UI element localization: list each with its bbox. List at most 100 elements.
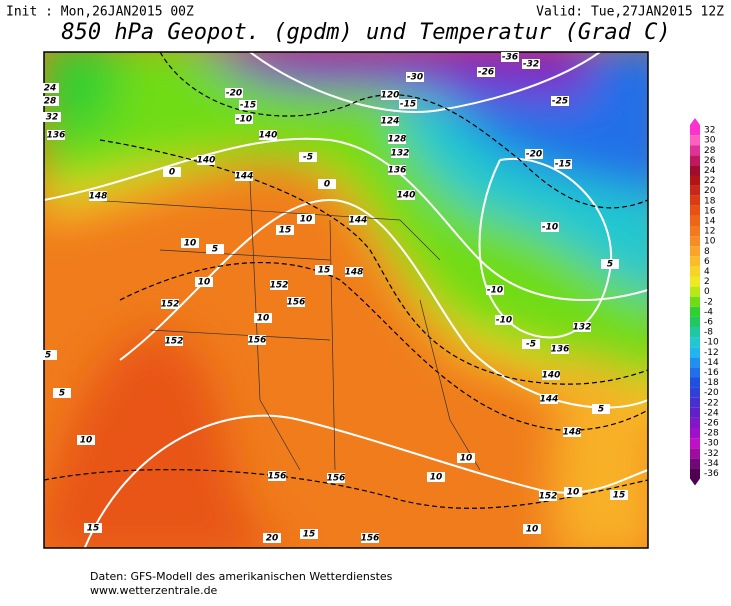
scale-swatch: [690, 226, 700, 237]
scale-swatch: [690, 306, 700, 317]
scale-label: -30: [704, 439, 719, 449]
label-box: [523, 524, 541, 534]
scale-label: -24: [704, 408, 719, 418]
scale-label: 32: [704, 126, 715, 136]
scale-swatch: [690, 195, 700, 206]
label-box: [573, 322, 591, 332]
label-box: [391, 148, 409, 158]
label-box: [268, 471, 286, 481]
contour-label: 128: [388, 135, 407, 145]
label-box: [486, 285, 504, 295]
label-box: [542, 370, 560, 380]
contour-label: 136: [551, 345, 570, 355]
contour-label: 148: [345, 268, 364, 278]
contour-label: -15: [400, 100, 416, 110]
contour-label: -32: [523, 60, 539, 70]
contour-label: 5: [212, 245, 218, 255]
scale-swatch: [690, 468, 700, 479]
scale-swatch: [690, 155, 700, 166]
scale-swatch: [690, 276, 700, 287]
contour-label: -26: [478, 68, 494, 78]
scale-swatch: [690, 266, 700, 277]
scale-label: -6: [704, 317, 713, 327]
scale-swatch: [690, 135, 700, 146]
scale-label: 10: [704, 237, 716, 247]
scale-label: -36: [704, 469, 719, 479]
contour-label: 10: [184, 239, 197, 249]
label-box: [197, 155, 215, 165]
scale-swatch: [690, 337, 700, 348]
scale-swatch: [690, 417, 700, 428]
label-box: [195, 277, 213, 287]
contour-label: -10: [542, 223, 558, 233]
label-box: [388, 134, 406, 144]
label-box: [300, 529, 318, 539]
scale-swatch: [690, 316, 700, 327]
scale-label: -8: [704, 328, 713, 338]
label-box: [206, 244, 224, 254]
contour-label: -36: [502, 53, 518, 63]
scale-label: 12: [704, 227, 715, 237]
scale-label: -2: [704, 297, 713, 307]
scale-label: -34: [704, 459, 719, 469]
contour-label: 24: [44, 84, 57, 94]
scale-label: 28: [704, 146, 716, 156]
scale-swatch: [690, 296, 700, 307]
scale-label: 24: [704, 166, 716, 176]
label-box: [315, 265, 333, 275]
label-box: [522, 339, 540, 349]
label-box: [299, 152, 317, 162]
label-box: [318, 179, 336, 189]
label-box: [564, 487, 582, 497]
contour-label: 10: [198, 278, 211, 288]
label-box: [225, 88, 243, 98]
label-box: [77, 435, 95, 445]
scale-label: -10: [704, 338, 719, 348]
contour-label: 10: [526, 525, 539, 535]
scale-label: 0: [704, 287, 710, 297]
label-box: [181, 238, 199, 248]
contour-label: 0: [169, 168, 175, 178]
scale-swatch: [690, 175, 700, 186]
contour-label: 5: [45, 351, 51, 361]
label-box: [495, 315, 513, 325]
scale-top-arrow: [690, 118, 700, 125]
scale-swatch: [690, 205, 700, 216]
label-box: [381, 116, 399, 126]
label-box: [539, 491, 557, 501]
scale-label: 6: [704, 257, 710, 267]
contour-label: 140: [259, 131, 278, 141]
contour-label: 140: [197, 156, 216, 166]
contour-label: -10: [236, 115, 252, 125]
scale-swatch: [690, 246, 700, 257]
label-box: [349, 215, 367, 225]
scale-swatch: [690, 347, 700, 358]
label-box: [457, 453, 475, 463]
contour-label: 144: [349, 216, 368, 226]
scale-label: -28: [704, 429, 719, 439]
scale-label: -18: [704, 378, 719, 388]
scale-label: -4: [704, 307, 713, 317]
label-box: [41, 96, 59, 106]
label-box: [254, 313, 272, 323]
contour-label: 156: [268, 472, 287, 482]
contour-label: 10: [460, 454, 473, 464]
label-box: [297, 214, 315, 224]
scale-swatch: [690, 185, 700, 196]
contour-label: 156: [361, 534, 380, 544]
label-box: [276, 225, 294, 235]
scale-label: -22: [704, 398, 719, 408]
label-box: [501, 52, 519, 62]
contour-label: 144: [235, 172, 254, 182]
scale-label: 4: [704, 267, 710, 277]
contour-label: 156: [248, 336, 267, 346]
scale-label: -12: [704, 348, 719, 358]
contour-label: 15: [303, 530, 316, 540]
contour-label: -5: [303, 153, 313, 163]
scale-swatch: [690, 397, 700, 408]
label-box: [406, 72, 424, 82]
scale-swatch: [690, 448, 700, 459]
data-source: Daten: GFS-Modell des amerikanischen Wet…: [90, 570, 393, 583]
label-box: [165, 336, 183, 346]
label-box: [41, 83, 59, 93]
